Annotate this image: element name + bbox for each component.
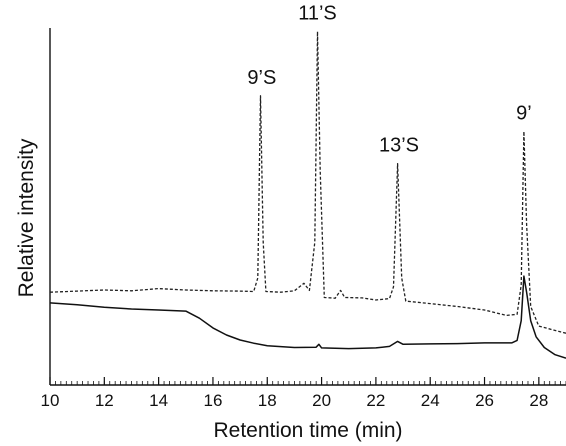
x-axis-title: Retention time (min)	[213, 419, 402, 442]
dashed-trace-line	[49, 30, 566, 334]
x-axis-major-ticks	[49, 377, 540, 385]
peak-label: 9’S	[247, 67, 276, 89]
x-tick-label: 16	[203, 391, 222, 410]
series-layer	[49, 30, 566, 359]
x-tick-label: 14	[149, 391, 168, 410]
x-tick-label: 18	[258, 391, 277, 410]
x-tick-label: 22	[366, 391, 385, 410]
peak-label: 13’S	[379, 135, 419, 157]
x-tick-label: 10	[41, 391, 60, 410]
peak-label: 11’S	[298, 3, 337, 25]
x-tick-label: 28	[529, 391, 548, 410]
peak-labels: 9’S 11’S 13’S 9’	[247, 3, 531, 157]
x-tick-label: 24	[421, 391, 440, 410]
solid-trace-line	[49, 275, 566, 359]
x-tick-label: 20	[312, 391, 331, 410]
x-tick-label: 26	[475, 391, 494, 410]
x-axis-tick-labels: 10 12 14 16 18 20 22 24 26 28	[41, 391, 549, 410]
y-axis-title: Relative intensity	[15, 138, 38, 297]
x-tick-label: 12	[95, 391, 114, 410]
peak-label: 9’	[516, 103, 532, 125]
plot-area: 10 12 14 16 18 20 22 24 26 28 9’S 11’S 13’S 9’	[41, 3, 566, 410]
